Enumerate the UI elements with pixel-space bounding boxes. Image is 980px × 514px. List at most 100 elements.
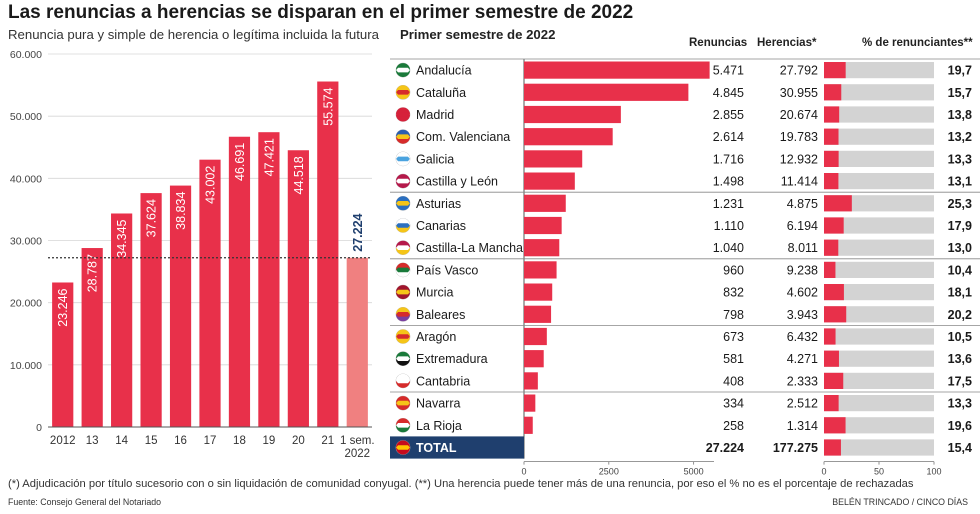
- bar-value-label: 46.691: [233, 143, 247, 181]
- renuncias-value: 798: [723, 308, 744, 322]
- table-row: Castilla-La Mancha 1.040 8.011 13,0: [395, 239, 972, 257]
- herencias-value: 4.602: [787, 286, 818, 300]
- pct-value: 19,6: [948, 419, 972, 433]
- herencias-value: 6.432: [787, 330, 818, 344]
- cataluna-flag-icon: [395, 84, 411, 100]
- renuncias-bar: [524, 327, 547, 346]
- pct-value: 20,2: [948, 308, 972, 322]
- pct-bar: [824, 328, 836, 345]
- renuncias-bar: [524, 61, 710, 79]
- renuncias-bar: [524, 83, 689, 101]
- year-bar: [228, 136, 251, 427]
- renuncias-value: 408: [723, 374, 744, 388]
- bar-value-label: 44.518: [292, 156, 306, 194]
- pct-track: [824, 217, 934, 234]
- renuncias-value: 2.855: [713, 108, 744, 122]
- pct-value: 13,3: [948, 397, 972, 411]
- renuncias-bar: [524, 350, 544, 368]
- andalucia-flag-icon: [395, 62, 411, 78]
- region-label: Andalucía: [416, 64, 472, 78]
- table-row: Extremadura 581 4.271 13,6: [395, 350, 972, 368]
- herencias-column-header: Herencias*: [757, 37, 817, 49]
- castilla-mancha-flag-icon: [395, 240, 411, 255]
- bar-value-label: 27.224: [351, 213, 365, 251]
- pct-bar: [824, 284, 844, 301]
- pct-value: 17,9: [948, 219, 972, 233]
- region-label: Castilla-La Mancha: [416, 241, 523, 255]
- valenciana-flag-icon: [395, 129, 411, 144]
- pct-value: 13,8: [948, 108, 972, 122]
- renuncias-bar: [524, 216, 562, 235]
- pct-bar: [824, 128, 839, 145]
- region-label: Navarra: [416, 397, 461, 411]
- bar-value-label: 43.002: [204, 166, 218, 204]
- renuncias-value: 673: [723, 330, 744, 344]
- pct-track: [824, 395, 934, 412]
- herencias-value: 4.875: [787, 197, 818, 211]
- pct-track: [824, 128, 934, 145]
- herencias-value: 6.194: [787, 219, 818, 233]
- pct-tick-label: 100: [926, 467, 941, 476]
- region-label: Asturias: [416, 197, 461, 211]
- table-row: Madrid 2.855 20.674 13,8: [395, 105, 972, 124]
- table-row: Baleares 798 3.943 20,2: [395, 305, 972, 323]
- madrid-flag-icon: [395, 107, 411, 122]
- y-tick-label: 60.000: [10, 49, 42, 61]
- pct-track: [824, 439, 934, 456]
- renuncias-tick-label: 5000: [684, 467, 704, 476]
- year-bar: [169, 185, 192, 427]
- yearly-renuncias-bar-chart: 0 10.000 20.000 30.000 40.000 50.000 60.000 23.…: [10, 49, 375, 460]
- pct-value: 25,3: [948, 197, 972, 211]
- x-tick-label: 20: [292, 435, 305, 447]
- pct-bar: [824, 62, 846, 79]
- total-row: TOTAL 27.224 177.275 15,4: [390, 436, 972, 459]
- pct-value: 10,5: [948, 330, 972, 344]
- renuncias-value: 960: [723, 263, 744, 277]
- pct-bar: [824, 195, 852, 212]
- pct-track: [824, 350, 934, 367]
- x-tick-label: 2022: [344, 448, 370, 460]
- herencias-value: 9.238: [787, 263, 818, 277]
- renuncias-bar: [524, 394, 536, 412]
- pct-bar: [824, 372, 844, 389]
- renuncias-value: 5.471: [713, 64, 744, 78]
- x-tick-label: 13: [86, 435, 99, 447]
- table-row: Com. Valenciana 2.614 19.783 13,2: [395, 128, 972, 146]
- herencias-value: 177.275: [773, 441, 818, 455]
- footnote: (*) Adjudicación por título sucesorio co…: [8, 478, 914, 490]
- pct-track: [824, 328, 934, 345]
- herencias-value: 4.271: [787, 352, 818, 366]
- pct-track: [824, 106, 934, 123]
- y-tick-label: 10.000: [10, 360, 42, 372]
- bar-value-label: 55.574: [321, 87, 335, 125]
- x-tick-label: 14: [115, 435, 128, 447]
- x-tick-label: 16: [174, 435, 187, 447]
- table-row: Murcia 832 4.602 18,1: [395, 283, 972, 301]
- pct-track: [824, 173, 934, 190]
- pct-value: 13,2: [948, 130, 972, 144]
- renuncias-column-header: Renuncias: [689, 37, 748, 49]
- pct-track: [824, 261, 934, 278]
- year-bar: [317, 81, 339, 428]
- aragon-flag-icon: [395, 329, 411, 344]
- renuncias-value: 1.110: [714, 219, 744, 233]
- table-row: Canarias 1.110 6.194 17,9: [395, 216, 972, 235]
- y-tick-label: 40.000: [10, 173, 42, 185]
- la-rioja-flag-icon: [395, 417, 411, 433]
- year-bar: [258, 132, 280, 427]
- x-tick-label: 18: [233, 435, 246, 447]
- herencias-value: 8.011: [788, 241, 818, 255]
- x-tick-label: 15: [145, 435, 158, 447]
- pct-value: 17,5: [948, 374, 972, 388]
- right-chart-title: Primer semestre de 2022: [400, 27, 556, 42]
- pais-vasco-flag-icon: [395, 262, 411, 278]
- pct-bar: [824, 261, 836, 278]
- pct-value: 13,6: [948, 352, 972, 366]
- region-label: La Rioja: [416, 419, 462, 433]
- regional-renuncias-table: Andalucía 5.471 27.792 19,7 Cataluña 4.845 30.…: [390, 58, 980, 476]
- pct-bar: [824, 239, 839, 256]
- x-tick-label: 19: [263, 435, 276, 447]
- renuncias-value: 2.614: [713, 130, 744, 144]
- pct-track: [824, 239, 934, 256]
- pct-tick-label: 50: [874, 467, 884, 476]
